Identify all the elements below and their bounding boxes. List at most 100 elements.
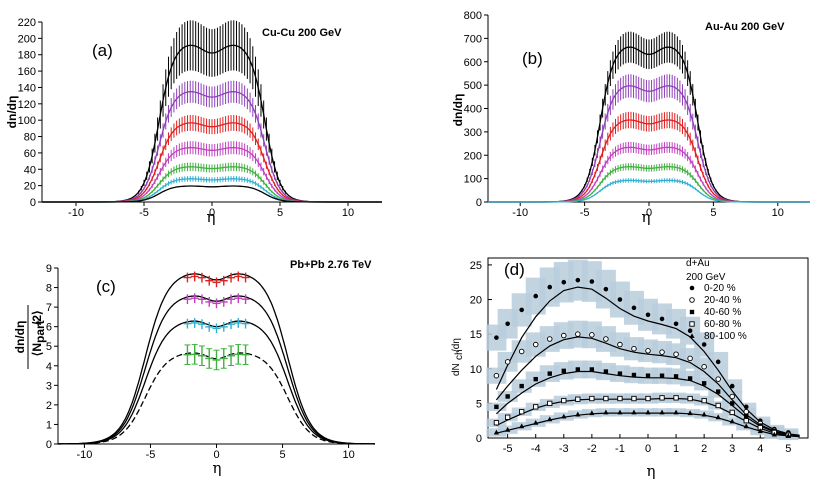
panel-d-point [519, 307, 524, 313]
panel-d-xtick-label: -5 [503, 443, 513, 455]
panel-d-point [533, 419, 539, 425]
panel-c-ytick-label: 2 [46, 400, 52, 412]
panel-d-xtick-label: -3 [559, 443, 569, 455]
panel-d-point [561, 279, 567, 285]
panel-d-point [603, 336, 609, 342]
panel-d-point [743, 423, 749, 429]
panel-b-ytick-label: 100 [464, 174, 482, 186]
panel-b-curve-c4 [488, 146, 810, 203]
panel-a-ytick-label: 20 [24, 181, 36, 193]
panel-d-point [589, 279, 595, 284]
panel-c-ytick-label: 3 [46, 380, 52, 392]
panel-d-point [589, 410, 595, 416]
panel-d-point [645, 348, 651, 354]
panel-d-point [659, 373, 665, 378]
panel-d-point [519, 383, 524, 389]
panel-d-point [547, 400, 553, 407]
panel-d-point [631, 372, 637, 378]
panel-d-point [533, 293, 539, 299]
panel-c-ytick-label: 0 [46, 439, 52, 451]
panel-d-point [505, 321, 510, 327]
panel-c-ytick-label: 4 [46, 361, 52, 373]
panel-a-ytick-label: 80 [24, 132, 36, 144]
panel-d-plot-area: -5 -4 -3 -2 -1 0 1 2 3 4 5 0 5 10 15 20 25 [470, 257, 809, 455]
panel-d-point [547, 371, 552, 376]
panel-a-ytick-label: 180 [18, 50, 36, 62]
panel-c-xtick-label: -5 [146, 449, 156, 461]
panel-b-curve-c3 [488, 119, 810, 203]
panel-c-ytick-label: 8 [46, 283, 52, 295]
panel-d-point [744, 413, 749, 419]
panel-d-legend-label: 20-40 % [704, 295, 741, 306]
panel-a-label: (a) [92, 41, 113, 60]
panel-d-point [575, 331, 581, 337]
panel-d-point [603, 409, 609, 415]
panel-d-point [519, 409, 525, 415]
panel-b-ytick-label: 600 [464, 57, 482, 69]
panel-d-ytick-label: 25 [470, 260, 482, 272]
panel-c-xlabel: η [213, 459, 222, 477]
panel-d-point [701, 397, 707, 404]
panel-d-point [645, 395, 651, 402]
panel-c-ytick-label: 7 [46, 302, 52, 314]
panel-d-point [494, 404, 499, 410]
panel-c-xtick-label: -10 [76, 449, 92, 461]
panel-d-point [617, 409, 623, 415]
panel-c-label: (c) [96, 277, 116, 296]
panel-d-legend-label: 40-60 % [704, 307, 741, 318]
panel-d-point [504, 414, 511, 420]
panel-d-point [631, 395, 637, 402]
panel-d-point [785, 433, 791, 438]
panel-d-model-20-40 % [495, 336, 800, 437]
panel-c-xtick-label: 5 [279, 449, 285, 461]
panel-d-system-line1: d+Au [686, 258, 710, 269]
panel-c-ylabel-den-sub: part [33, 320, 47, 343]
panel-b-curve-c5 [488, 166, 810, 203]
panel-d-point [589, 332, 595, 338]
panel-c-ylabel: dn/dη ⟨N part /2⟩ [13, 305, 47, 369]
panel-d-point [673, 374, 679, 379]
panel-c-plot-area: -10 -5 0 5 10 0 1 2 3 4 5 6 7 8 9 [46, 263, 375, 461]
panel-d-point [729, 393, 735, 400]
panel-d-point [547, 416, 553, 422]
panel-d-xtick-label: -1 [615, 443, 625, 455]
panel-d-model-0-20 % [495, 286, 800, 436]
panel-a-cu-cu: -10 -5 0 5 10020406080100120140160180200220 … [5, 17, 382, 226]
panel-b-curve-c6 [488, 179, 810, 203]
panel-d-ytick-label: 5 [476, 398, 482, 410]
panel-d-point [757, 428, 763, 434]
panel-b-ytick-label: 800 [464, 10, 482, 22]
panel-a-ytick-label: 160 [18, 66, 36, 78]
panel-d-point [589, 395, 595, 402]
panel-a-xlabel: η [207, 208, 216, 226]
panel-c-curve-c3 [58, 320, 375, 445]
panel-d-point [687, 328, 693, 333]
panel-d-point [493, 420, 500, 426]
panel-a-ytick-label: 100 [18, 115, 36, 127]
panel-d-point [589, 367, 595, 372]
panel-b-system-label: Au-Au 200 GeV [705, 21, 785, 33]
panel-d-legend-label: 80-100 % [704, 331, 747, 342]
panel-c-system-label: Pb+Pb 2.76 TeV [290, 259, 372, 271]
panel-d-xtick-label: 0 [645, 443, 651, 455]
panel-d-xtick-label: 3 [729, 443, 735, 455]
panel-d-point [561, 332, 567, 339]
panel-d-point [547, 284, 553, 290]
panel-a-xtick-label: 5 [277, 207, 283, 219]
panel-d-point [631, 409, 637, 415]
panel-d-label: (d) [504, 260, 525, 279]
panel-d-xtick-label: -2 [587, 443, 597, 455]
panel-d-xtick-label: 2 [701, 443, 707, 455]
panel-d-ylabel: dN ch /dη [451, 338, 465, 376]
panel-c-ylabel-numerator: dn/dη [13, 321, 27, 354]
panel-d-point [673, 321, 679, 327]
panel-d-point [687, 410, 693, 416]
panel-d-point [575, 277, 581, 283]
panel-d-ylabel-tail: /dη [451, 338, 462, 352]
panel-d-point [673, 409, 679, 415]
panel-d-point [687, 376, 693, 381]
panel-d-legend-marker [689, 285, 695, 291]
panel-d-point [519, 423, 525, 429]
